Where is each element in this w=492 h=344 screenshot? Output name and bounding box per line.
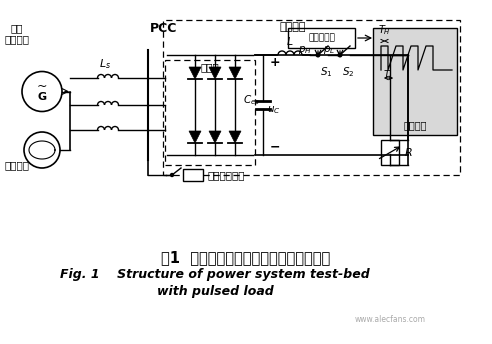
Text: $p_{H}$: $p_{H}$ xyxy=(298,43,312,55)
Text: 脉冲特性: 脉冲特性 xyxy=(403,120,427,130)
Bar xyxy=(381,140,399,165)
Text: 模拟控制器: 模拟控制器 xyxy=(308,33,335,43)
Text: G: G xyxy=(37,92,47,101)
Polygon shape xyxy=(209,67,221,79)
Text: $T_L$: $T_L$ xyxy=(383,68,394,82)
Text: PCC: PCC xyxy=(150,22,178,35)
Text: $L$: $L$ xyxy=(286,35,294,47)
Bar xyxy=(183,169,203,181)
Text: $L_s$: $L_s$ xyxy=(99,57,111,71)
Circle shape xyxy=(338,53,342,57)
Text: $T_H$: $T_H$ xyxy=(378,23,391,37)
Text: $p_{L}$: $p_{L}$ xyxy=(323,43,335,55)
Polygon shape xyxy=(209,131,221,143)
Polygon shape xyxy=(189,67,201,79)
Text: ~: ~ xyxy=(37,80,47,93)
Text: 图1  含脉冲负载电力系统试验平台结构图: 图1 含脉冲负载电力系统试验平台结构图 xyxy=(161,250,331,265)
Text: 阻感线性负载: 阻感线性负载 xyxy=(208,170,246,180)
Polygon shape xyxy=(229,131,241,143)
Text: $C_{es}$: $C_{es}$ xyxy=(243,93,260,107)
Text: $S_1$: $S_1$ xyxy=(320,65,333,79)
Text: $u_C$: $u_C$ xyxy=(267,104,280,116)
Text: Fig. 1    Structure of power system test-bed: Fig. 1 Structure of power system test-be… xyxy=(60,268,370,281)
Polygon shape xyxy=(189,131,201,143)
Bar xyxy=(373,28,457,135)
Bar xyxy=(165,60,255,165)
Polygon shape xyxy=(229,67,241,79)
Text: 脉冲负载: 脉冲负载 xyxy=(279,22,306,32)
Bar xyxy=(163,20,460,175)
Text: 发电机组: 发电机组 xyxy=(4,34,30,44)
Text: +: + xyxy=(270,56,280,69)
Text: 公用电网: 公用电网 xyxy=(4,160,30,170)
Text: −: − xyxy=(270,140,280,153)
Text: $S_2$: $S_2$ xyxy=(342,65,354,79)
Bar xyxy=(288,28,355,48)
Text: 整流器: 整流器 xyxy=(201,62,219,72)
Circle shape xyxy=(316,53,320,57)
Text: with pulsed load: with pulsed load xyxy=(156,285,274,298)
Text: $R$: $R$ xyxy=(404,147,413,159)
Circle shape xyxy=(171,173,174,176)
Text: www.alecfans.com: www.alecfans.com xyxy=(355,315,426,324)
Text: 柴油: 柴油 xyxy=(11,23,23,33)
